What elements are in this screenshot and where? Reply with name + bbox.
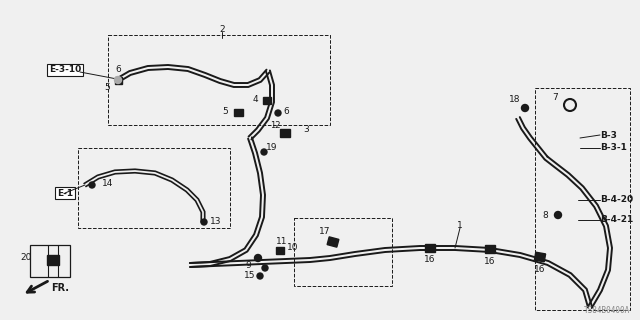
Text: 9: 9 (245, 260, 251, 269)
Text: 7: 7 (552, 93, 558, 102)
Bar (327, 237, 339, 247)
Text: 18: 18 (509, 95, 521, 105)
Bar (294, 218, 392, 286)
Circle shape (261, 149, 267, 155)
Text: 16: 16 (534, 265, 546, 274)
Bar (280, 129, 290, 137)
Circle shape (275, 110, 281, 116)
Circle shape (262, 265, 268, 271)
Bar (78, 148, 230, 228)
Text: B-3-1: B-3-1 (600, 143, 627, 153)
Text: E-1: E-1 (57, 188, 73, 197)
Circle shape (255, 254, 262, 261)
Text: 10: 10 (287, 244, 299, 252)
Text: 3: 3 (303, 125, 309, 134)
Text: 16: 16 (484, 257, 496, 266)
Circle shape (115, 76, 122, 84)
Bar (425, 244, 435, 252)
Text: B-4-21: B-4-21 (600, 215, 633, 225)
Text: 6: 6 (283, 108, 289, 116)
Text: 5: 5 (222, 108, 228, 116)
Bar (234, 108, 243, 116)
Text: 19: 19 (266, 143, 278, 153)
Bar (263, 97, 271, 103)
Bar (47, 255, 59, 265)
Bar (115, 76, 122, 84)
Circle shape (522, 105, 529, 111)
Text: 12: 12 (269, 121, 280, 130)
Text: 6: 6 (115, 65, 121, 74)
Bar (534, 252, 546, 262)
Text: TS84B0400A: TS84B0400A (584, 306, 630, 315)
Bar (485, 245, 495, 253)
Circle shape (257, 273, 263, 279)
Circle shape (201, 219, 207, 225)
Bar (276, 246, 284, 253)
Text: 11: 11 (276, 237, 288, 246)
Text: 5: 5 (104, 84, 110, 92)
Text: B-3: B-3 (600, 131, 617, 140)
Text: 4: 4 (252, 95, 258, 105)
Text: 2: 2 (219, 26, 225, 35)
Text: 14: 14 (102, 179, 114, 188)
Circle shape (89, 182, 95, 188)
Bar (30, 245, 70, 277)
Text: B-4-20: B-4-20 (600, 196, 633, 204)
Text: 8: 8 (542, 211, 548, 220)
Text: FR.: FR. (51, 283, 69, 293)
Text: 20: 20 (20, 253, 32, 262)
Text: 1: 1 (457, 221, 463, 230)
Bar (535, 88, 630, 310)
Text: 16: 16 (424, 255, 436, 265)
Text: E-3-10: E-3-10 (49, 66, 81, 75)
Text: 17: 17 (319, 228, 331, 236)
Text: 15: 15 (244, 271, 256, 281)
Circle shape (554, 212, 561, 219)
Bar (108, 35, 330, 125)
Text: 13: 13 (211, 218, 221, 227)
